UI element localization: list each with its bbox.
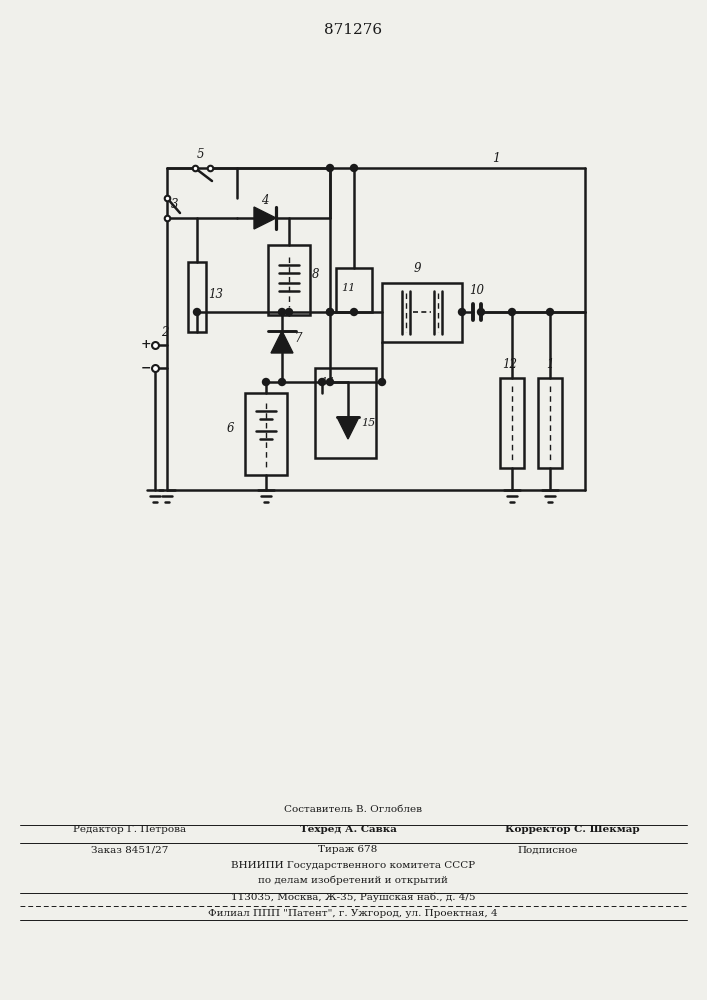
Circle shape [378,378,385,385]
Text: 12: 12 [502,358,517,370]
Text: 6: 6 [227,422,235,436]
Circle shape [318,378,325,385]
Text: 1: 1 [546,358,554,370]
Circle shape [286,308,293,316]
Text: 10: 10 [469,284,484,296]
Bar [336,268,372,312]
Text: 11: 11 [341,283,355,293]
Circle shape [262,378,269,385]
Circle shape [508,308,515,316]
Circle shape [351,164,358,172]
Bar [315,368,376,458]
Text: Филиал ППП "Патент", г. Ужгород, ул. Проектная, 4: Филиал ППП "Патент", г. Ужгород, ул. Про… [208,908,498,918]
Text: Подписное: Подписное [518,846,578,854]
Text: 7: 7 [295,332,303,346]
Text: 14: 14 [320,377,334,387]
Text: 8: 8 [312,268,320,282]
Circle shape [351,308,358,316]
Bar [500,378,524,468]
Text: 4: 4 [261,194,269,207]
Circle shape [327,164,334,172]
Polygon shape [254,207,276,229]
Circle shape [477,308,484,316]
Text: ВНИИПИ Государственного комитета СССР: ВНИИПИ Государственного комитета СССР [231,861,475,870]
Bar [382,283,462,342]
Bar [538,378,562,468]
Circle shape [459,308,465,316]
Circle shape [547,308,554,316]
Text: +: + [141,338,151,352]
Polygon shape [271,331,293,353]
Text: 2: 2 [161,326,168,339]
Circle shape [327,308,334,316]
Text: 9: 9 [414,262,421,275]
Text: 5: 5 [197,147,204,160]
Text: 13: 13 [208,288,223,302]
Bar [268,245,310,315]
Text: 1: 1 [492,151,500,164]
Text: по делам изобретений и открытий: по делам изобретений и открытий [258,875,448,885]
Circle shape [279,308,286,316]
Circle shape [279,378,286,385]
Bar [245,393,287,475]
Text: 113035, Москва, Ж-35, Раушская наб., д. 4/5: 113035, Москва, Ж-35, Раушская наб., д. … [230,892,475,902]
Text: Тираж 678: Тираж 678 [318,846,378,854]
Text: Составитель В. Оглоблев: Составитель В. Оглоблев [284,806,422,814]
Circle shape [194,308,201,316]
Text: Редактор Г. Петрова: Редактор Г. Петрова [74,826,187,834]
Bar [188,262,206,332]
Circle shape [327,308,334,316]
Text: 3: 3 [171,198,178,211]
Text: −: − [141,361,151,374]
Text: 15: 15 [361,418,375,428]
Text: 871276: 871276 [324,23,382,37]
Circle shape [327,378,334,385]
Text: Корректор С. Шекмар: Корректор С. Шекмар [505,826,639,834]
Text: Заказ 8451/27: Заказ 8451/27 [91,846,169,854]
Polygon shape [337,417,359,439]
Text: Техред А. Савка: Техред А. Савка [300,826,397,834]
